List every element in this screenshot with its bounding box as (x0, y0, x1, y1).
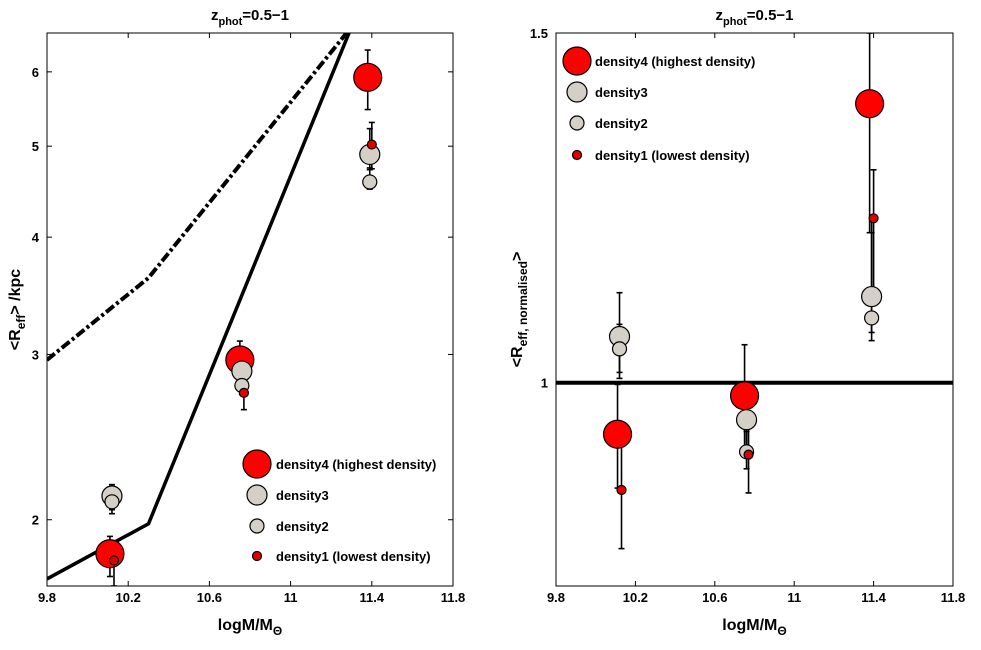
y-axis-label-main: <R (509, 346, 526, 367)
data-point-series-3 (611, 341, 628, 357)
legend-marker-3 (249, 518, 265, 534)
chart-title-sub: phot (218, 16, 242, 28)
legend-marker-4 (251, 550, 263, 562)
y-tick-label: 1 (541, 376, 548, 391)
data-point-series-4 (108, 555, 120, 566)
chart-title: zphot=0.5−1 (715, 7, 793, 28)
x-tick-label: 10.6 (702, 590, 727, 605)
relation-solid (47, 33, 351, 581)
x-tick-label: 11.8 (441, 590, 466, 605)
axes-box (555, 32, 954, 587)
data-point-series-3 (864, 310, 880, 326)
legend-marker-3 (569, 115, 585, 131)
x-tick-label: 11 (787, 590, 801, 605)
y-axis-label: <Reff> /kpc (7, 269, 28, 350)
legend-label-3: density2 (276, 519, 329, 534)
legend: density4 (highest density) density3 densit… (562, 46, 755, 163)
legend-label-2: density3 (276, 488, 329, 503)
legend-label-4: density1 (lowest density) (276, 549, 431, 564)
y-axis-label-rest: > (509, 252, 526, 261)
y-axis-label: <Reff, normalised> (509, 252, 530, 368)
data-point-series-2 (861, 285, 883, 308)
chart-title-main: z (211, 7, 219, 24)
x-axis-label: logM/MΘ (722, 617, 786, 638)
x-axis-label-main: logM/M (722, 617, 777, 634)
legend-marker-4 (571, 149, 583, 161)
chart-title-main: z (715, 7, 723, 24)
data-point-series-3 (104, 494, 120, 510)
axes-box (46, 32, 454, 587)
x-tick-label: 10.2 (623, 590, 648, 605)
relation-dashdot (47, 33, 350, 362)
y-tick-label: 3 (32, 347, 39, 362)
panel-1: 9.8 10.2 10.6 11 11.4 11.8 2 3 4 5 6 zphot=0.5−1 log… (7, 7, 465, 638)
x-tick-label: 10.6 (197, 590, 222, 605)
data-point-series-3 (362, 174, 378, 190)
data-point-series-1 (602, 419, 633, 449)
legend: density4 (highest density) density3 densit… (242, 449, 436, 564)
x-tick-label: 10.2 (116, 590, 141, 605)
x-tick-label: 11.8 (941, 590, 966, 605)
y-axis-label-main: <R (7, 329, 24, 350)
legend-label-4: density1 (lowest density) (595, 148, 750, 163)
chart-title-rest: =0.5−1 (747, 7, 794, 24)
data-point-series-2 (735, 409, 758, 431)
legend-marker-2 (566, 81, 588, 103)
legend-marker-2 (246, 484, 268, 506)
panel-2: 9.8 10.2 10.6 11 11.4 11.8 1 1.5 zphot=0.5−1 logM… (509, 7, 965, 638)
plot-area (556, 33, 953, 550)
x-tick-label: 11.4 (861, 590, 886, 605)
x-tick-label: 11 (284, 590, 298, 605)
data-point-series-1 (95, 539, 125, 569)
chart-title: zphot=0.5−1 (211, 7, 289, 28)
x-axis-label: logM/MΘ (218, 617, 282, 638)
chart-title-rest: =0.5−1 (242, 7, 289, 24)
y-axis-label-sub: eff (14, 314, 28, 330)
data-point-series-4 (868, 213, 879, 224)
y-tick-label: 2 (32, 513, 39, 528)
legend-marker-1 (242, 449, 272, 479)
y-tick-label: 1.5 (530, 26, 548, 41)
y-axis-label-rest: > /kpc (7, 269, 24, 315)
data-point-series-4 (238, 387, 250, 398)
x-axis-label-main: logM/M (218, 617, 273, 634)
chart-title-sub: phot (723, 16, 747, 28)
x-tick-label: 9.8 (38, 590, 56, 605)
y-tick-label: 5 (32, 139, 39, 154)
x-tick-label: 9.8 (547, 590, 565, 605)
data-point-series-4 (616, 484, 627, 496)
x-axis-label-sub: Θ (273, 624, 282, 638)
legend-label-3: density2 (595, 116, 648, 131)
data-point-series-1 (353, 62, 383, 92)
data-point-series-4 (743, 449, 754, 460)
y-tick-label: 6 (32, 65, 39, 80)
plot-area (47, 33, 383, 586)
x-axis-label-sub: Θ (777, 624, 786, 638)
legend-label-1: density4 (highest density) (595, 54, 755, 69)
data-point-series-1 (729, 381, 760, 411)
x-tick-label: 11.4 (360, 590, 385, 605)
legend-label-2: density3 (595, 85, 648, 100)
legend-label-1: density4 (highest density) (276, 457, 436, 472)
data-point-series-1 (855, 89, 885, 119)
y-axis-label-sub: eff, normalised (516, 261, 530, 346)
data-point-series-4 (366, 139, 377, 150)
y-tick-label: 4 (32, 230, 40, 245)
legend-marker-1 (562, 46, 592, 76)
